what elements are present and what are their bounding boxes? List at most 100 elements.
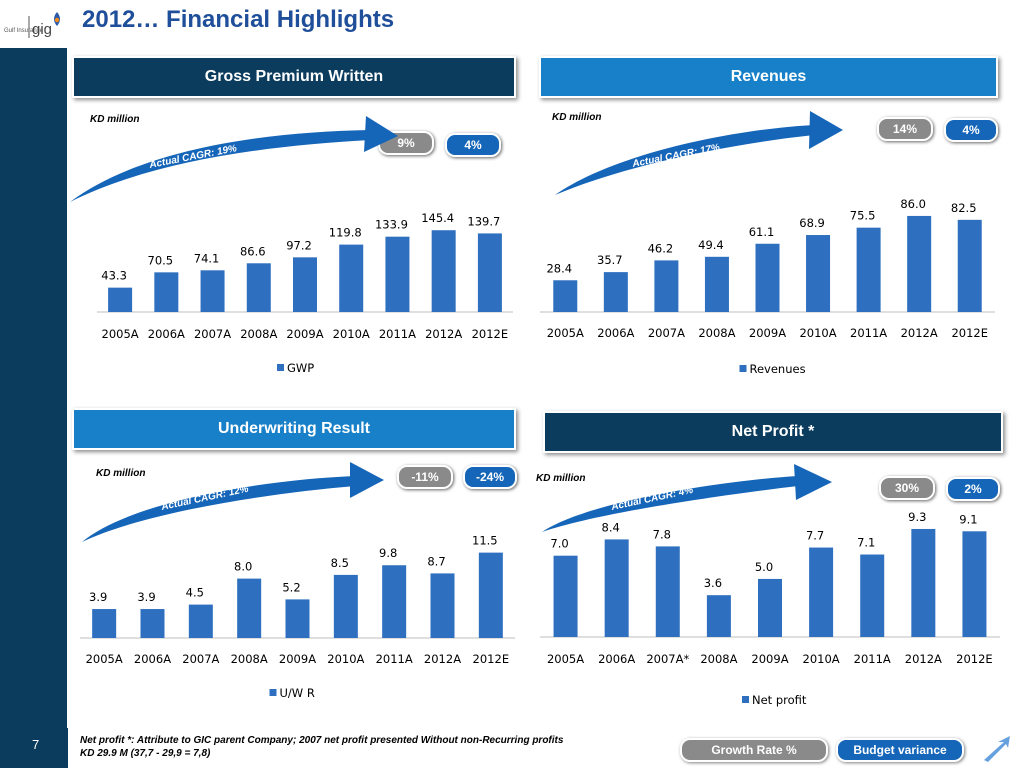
category-label: 2005A — [86, 652, 123, 666]
footnote-line-2: KD 29.9 M (37,7 - 29,9 = 7,8) — [80, 748, 211, 759]
data-label: 139.7 — [467, 214, 500, 228]
bar-2005A — [553, 280, 578, 312]
data-label: 9.3 — [908, 510, 926, 524]
bar-2012A — [431, 230, 456, 312]
bar-2009A — [758, 578, 782, 637]
legend-swatch — [742, 696, 749, 703]
bar-2006A — [154, 272, 179, 312]
legend: Revenues — [739, 362, 806, 376]
cagr-arrow-body — [555, 125, 815, 195]
budget-variance-pill-underwriting: -24% — [463, 465, 517, 489]
data-label: 11.5 — [472, 534, 498, 548]
data-label: 4.5 — [186, 586, 204, 600]
data-label: 86.0 — [900, 197, 926, 211]
data-label: 5.2 — [282, 580, 300, 594]
category-label: 2011A — [850, 326, 887, 340]
cagr-arrow-body — [542, 476, 798, 532]
bar-2005A — [553, 555, 578, 637]
cagr-arrow-head — [364, 116, 398, 152]
legend-label: Budget variance — [853, 743, 947, 757]
bar-2009A — [293, 257, 317, 312]
category-label: 2005A — [102, 327, 139, 341]
pill-value: -11% — [411, 470, 439, 484]
data-label: 7.8 — [653, 527, 671, 541]
category-label: 2007A — [194, 327, 231, 341]
category-label: 2007A — [182, 652, 219, 666]
data-label: 8.4 — [602, 520, 620, 534]
header-underwriting-result: Underwriting Result — [72, 408, 516, 450]
data-label: 7.1 — [857, 536, 875, 550]
header-label: Revenues — [730, 68, 807, 85]
data-label: 49.4 — [698, 238, 724, 252]
pill-value: 30% — [894, 481, 920, 495]
trend-arrow-icon — [984, 736, 1010, 762]
data-label: 3.9 — [89, 590, 107, 604]
sidebar-band — [0, 48, 67, 768]
data-label: 43.3 — [101, 269, 127, 283]
data-label: 133.9 — [375, 218, 408, 232]
bar-2007A — [200, 270, 225, 312]
bar-2007A — [188, 604, 213, 638]
data-label: 8.7 — [427, 554, 445, 568]
pill-value: 9% — [397, 136, 415, 150]
bar-2007A* — [655, 546, 680, 637]
data-label: 82.5 — [951, 201, 977, 215]
category-label: 2009A — [279, 652, 316, 666]
bar-2011A — [860, 554, 885, 637]
cagr-arrow — [70, 116, 398, 202]
data-label: 3.6 — [704, 576, 722, 590]
category-label: 2006A — [148, 327, 185, 341]
data-label: 68.9 — [799, 216, 825, 230]
bar-2011A — [382, 565, 407, 638]
category-label: 2007A* — [646, 652, 689, 666]
chart-net-profit: Actual CAGR: 4%7.02005A8.42006A7.82007A*… — [540, 464, 1000, 707]
data-label: 35.7 — [597, 253, 623, 267]
budget-variance-pill-net-profit: 2% — [946, 477, 1000, 501]
data-label: 7.7 — [806, 529, 824, 543]
category-label: 2005A — [547, 652, 584, 666]
legend-swatch — [277, 364, 284, 371]
category-label: 2008A — [231, 652, 268, 666]
category-label: 2008A — [240, 327, 277, 341]
cagr-arrow-body — [70, 130, 370, 202]
legend-swatch — [739, 365, 747, 372]
data-label: 145.4 — [421, 211, 454, 225]
legend: U/W R — [269, 686, 315, 700]
category-label: 2011A — [854, 652, 891, 666]
data-label: 9.1 — [959, 512, 977, 526]
category-label: 2008A — [698, 326, 735, 340]
budget-variance-pill-revenues: 4% — [944, 118, 998, 142]
cagr-arrow — [82, 462, 384, 542]
category-label: 2006A — [134, 652, 171, 666]
footnote: Net profit *: Attribute to GIC parent Co… — [80, 734, 563, 760]
legend-swatch — [269, 689, 277, 696]
bar-2007A — [654, 260, 679, 312]
header-net-profit: Net Profit * — [543, 411, 1003, 453]
bar-2010A — [339, 244, 364, 312]
data-label: 74.1 — [194, 251, 220, 265]
logo-text: gig — [32, 21, 52, 38]
category-label: 2007A — [648, 326, 685, 340]
category-label: 2012E — [951, 326, 988, 340]
growth-rate-pill-underwriting: -11% — [397, 465, 453, 489]
cagr-arrow-head — [350, 462, 384, 498]
data-label: 7.0 — [550, 537, 568, 551]
data-label: 3.9 — [137, 590, 155, 604]
bar-2006A — [604, 539, 629, 637]
category-label: 2006A — [598, 652, 635, 666]
legend-label: Net profit — [752, 693, 807, 707]
category-label: 2012A — [424, 652, 461, 666]
legend: GWP — [277, 361, 314, 375]
data-label: 46.2 — [648, 241, 674, 255]
category-label: 2012E — [473, 652, 510, 666]
pill-value: -24% — [475, 470, 504, 484]
bar-2010A — [806, 235, 831, 312]
legend-label: Revenues — [750, 362, 806, 376]
bar-2011A — [856, 227, 881, 312]
legend-label: GWP — [287, 361, 314, 375]
data-label: 70.5 — [148, 253, 174, 267]
category-label: 2012A — [901, 326, 938, 340]
bar-2006A — [140, 609, 165, 638]
category-label: 2010A — [799, 326, 836, 340]
category-label: 2009A — [286, 327, 323, 341]
